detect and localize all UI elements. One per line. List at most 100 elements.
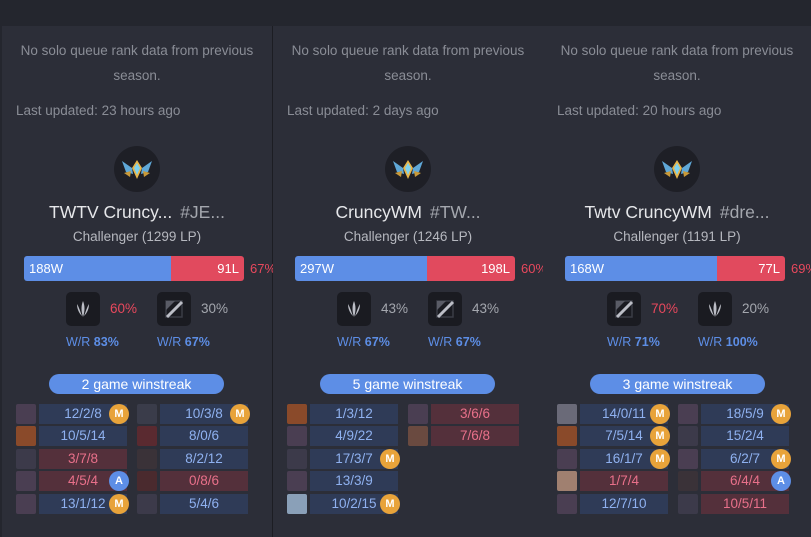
champion-icon[interactable] (287, 471, 307, 491)
champion-icon[interactable] (557, 426, 577, 446)
champion-icon[interactable] (16, 494, 36, 514)
role-play-rate: 60% (110, 301, 138, 316)
challenger-emblem-icon (385, 146, 431, 192)
account-column: No solo queue rank data from previous se… (543, 26, 811, 537)
win-rate: 60% (521, 261, 548, 276)
match-kda[interactable]: 7/6/8 (431, 426, 519, 446)
match-kda[interactable]: 0/8/6 (160, 471, 248, 491)
role-win-rate: W/R 67% (428, 335, 481, 349)
champion-icon[interactable] (408, 404, 428, 424)
champion-icon[interactable] (557, 471, 577, 491)
champion-icon[interactable] (678, 426, 698, 446)
wr-label: W/R (698, 335, 723, 349)
match-kda[interactable]: 14/0/11 (580, 404, 668, 424)
champion-icon[interactable] (137, 404, 157, 424)
support-role-icon (428, 292, 462, 326)
champion-icon[interactable] (678, 471, 698, 491)
column-divider (272, 26, 273, 537)
tag-line: #TW... (429, 202, 481, 222)
champion-icon[interactable] (287, 426, 307, 446)
match-kda[interactable]: 10/5/11 (701, 494, 789, 514)
champion-icon[interactable] (16, 449, 36, 469)
champion-icon[interactable] (137, 494, 157, 514)
winstreak-badge: 3 game winstreak (590, 374, 765, 394)
mvp-badge: M (230, 404, 250, 424)
match-kda[interactable]: 17/3/7 (310, 449, 398, 469)
losses-segment: 77L (717, 256, 785, 281)
champion-icon[interactable] (287, 449, 307, 469)
role-win-rate: W/R 100% (698, 335, 758, 349)
top-bar (0, 0, 811, 26)
wr-value: 100% (725, 335, 758, 349)
losses-segment: 91L (171, 256, 244, 281)
champion-icon[interactable] (16, 426, 36, 446)
role-play-rate: 30% (201, 301, 229, 316)
match-kda[interactable]: 3/6/6 (431, 404, 519, 424)
wr-value: 67% (184, 335, 210, 349)
match-kda[interactable]: 12/7/10 (580, 494, 668, 514)
mvp-badge: M (650, 449, 670, 469)
jungle-role-icon (698, 292, 732, 326)
match-kda[interactable]: 16/1/7 (580, 449, 668, 469)
champion-icon[interactable] (137, 449, 157, 469)
match-kda[interactable]: 12/2/8 (39, 404, 127, 424)
role-win-rate: W/R 83% (66, 335, 119, 349)
tag-line: #JE... (180, 202, 225, 222)
match-kda[interactable]: 4/9/22 (310, 426, 398, 446)
match-kda[interactable]: 10/3/8 (160, 404, 248, 424)
summoner-name[interactable]: Twtv CruncyWM #dre... (543, 202, 811, 223)
match-kda[interactable]: 10/2/15 (310, 494, 398, 514)
rank-label: Challenger (1299 LP) (72, 229, 202, 244)
match-kda[interactable]: 18/5/9 (701, 404, 789, 424)
win-loss-bar: 188W 91L (24, 256, 244, 281)
wr-label: W/R (428, 335, 453, 349)
role-play-rate: 20% (742, 301, 770, 316)
champion-icon[interactable] (678, 494, 698, 514)
champion-icon[interactable] (137, 426, 157, 446)
no-rank-text: No solo queue rank data from previous se… (291, 43, 525, 83)
match-kda[interactable]: 8/2/12 (160, 449, 248, 469)
mvp-badge: M (109, 404, 129, 424)
match-kda[interactable]: 8/0/6 (160, 426, 248, 446)
match-kda[interactable]: 1/3/12 (310, 404, 398, 424)
last-updated: Last updated: 2 days ago (287, 103, 439, 118)
summoner-name[interactable]: TWTV Cruncy... #JE... (2, 202, 272, 223)
no-rank-text: No solo queue rank data from previous se… (560, 43, 794, 83)
match-kda[interactable]: 13/1/12 (39, 494, 127, 514)
tag-line: #dre... (719, 202, 770, 222)
wr-label: W/R (157, 335, 182, 349)
match-kda[interactable]: 5/4/6 (160, 494, 248, 514)
match-kda[interactable]: 10/5/14 (39, 426, 127, 446)
challenger-emblem-icon (654, 146, 700, 192)
match-kda[interactable]: 15/2/4 (701, 426, 789, 446)
champion-icon[interactable] (287, 494, 307, 514)
match-kda[interactable]: 13/3/9 (310, 471, 398, 491)
champion-icon[interactable] (16, 471, 36, 491)
wr-value: 67% (455, 335, 481, 349)
match-kda[interactable]: 3/7/8 (39, 449, 127, 469)
champion-icon[interactable] (137, 471, 157, 491)
champion-icon[interactable] (557, 449, 577, 469)
win-loss-bar: 297W 198L (295, 256, 515, 281)
champion-icon[interactable] (287, 404, 307, 424)
champion-icon[interactable] (16, 404, 36, 424)
match-kda[interactable]: 6/2/7 (701, 449, 789, 469)
match-kda[interactable]: 6/4/4 (701, 471, 789, 491)
match-kda[interactable]: 7/5/14 (580, 426, 668, 446)
champion-icon[interactable] (678, 404, 698, 424)
support-role-icon (607, 292, 641, 326)
summoner-name[interactable]: CruncyWM #TW... (273, 202, 543, 223)
champion-icon[interactable] (557, 494, 577, 514)
champion-icon[interactable] (678, 449, 698, 469)
wr-value: 83% (93, 335, 119, 349)
champion-icon[interactable] (557, 404, 577, 424)
jungle-role-icon (337, 292, 371, 326)
champion-icon[interactable] (408, 426, 428, 446)
match-kda[interactable]: 4/5/4 (39, 471, 127, 491)
challenger-emblem-icon (114, 146, 160, 192)
match-kda[interactable]: 1/7/4 (580, 471, 668, 491)
wr-value: 67% (364, 335, 390, 349)
wr-label: W/R (337, 335, 362, 349)
last-updated: Last updated: 20 hours ago (557, 103, 722, 118)
